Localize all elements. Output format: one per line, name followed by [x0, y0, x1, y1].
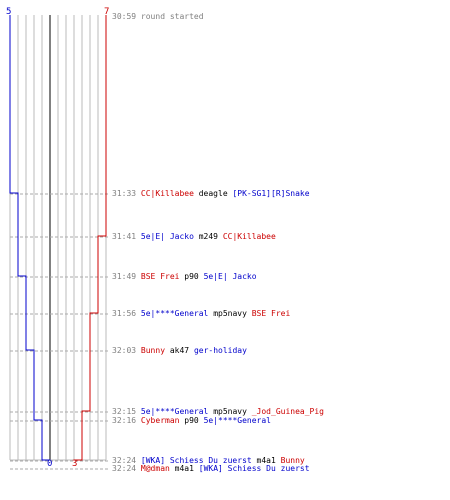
event-time: 32:16 [112, 416, 137, 425]
event-row: 32:24 M@dman m4a1 [WKA] Schiess Du zuers… [112, 464, 310, 474]
event-time: 32:15 [112, 407, 137, 416]
event-player: CC|Killabee [222, 232, 276, 241]
event-player: 5e|****General [203, 416, 271, 425]
event-weapon: m4a1 [174, 464, 194, 473]
blue-team-alive-line [9, 15, 50, 461]
event-time: 32:03 [112, 346, 137, 355]
blue-start-count: 5 [6, 7, 12, 17]
event-weapon: p90 [184, 416, 199, 425]
blue-end-count: 0 [47, 459, 53, 469]
event-weapon: ak47 [169, 346, 190, 355]
event-time: 32:24 [112, 456, 137, 465]
event-row: 32:15 5e|****General mp5navy _Jod_Guinea… [112, 407, 324, 417]
event-player: _Jod_Guinea_Pig [251, 407, 324, 416]
event-player: M@dman [140, 464, 170, 473]
event-weapon: mp5navy [213, 407, 247, 416]
red-end-count: 3 [72, 459, 78, 469]
event-player: Cyberman [140, 416, 180, 425]
event-player: 5e|E| Jacko [140, 232, 194, 241]
event-weapon: deagle [198, 189, 228, 198]
event-weapon: mp5navy [213, 309, 247, 318]
event-player: [WKA] Schiess Du zuerst [140, 456, 252, 465]
event-time: 32:24 [112, 464, 137, 473]
event-row: 30:59 round started [112, 12, 204, 22]
event-player: 5e|E| Jacko [203, 272, 257, 281]
event-row: 32:16 Cyberman p90 5e|****General [112, 416, 271, 426]
event-time: 31:33 [112, 189, 137, 198]
event-row: 31:33 CC|Killabee deagle [PK-SG1][R]Snak… [112, 189, 310, 199]
event-weapon: m249 [198, 232, 218, 241]
event-time: 31:49 [112, 272, 137, 281]
event-row: 31:49 BSE Frei p90 5e|E| Jacko [112, 272, 257, 282]
event-message: round started [140, 12, 204, 21]
event-player: 5e|****General [140, 407, 209, 416]
event-time: 31:56 [112, 309, 137, 318]
event-player: 5e|****General [140, 309, 209, 318]
event-row: 31:56 5e|****General mp5navy BSE Frei [112, 309, 290, 319]
event-guide-lines [10, 193, 108, 470]
event-row: 31:41 5e|E| Jacko m249 CC|Killabee [112, 232, 276, 242]
event-weapon: p90 [184, 272, 199, 281]
event-player: BSE Frei [251, 309, 291, 318]
event-time: 31:41 [112, 232, 137, 241]
event-player: Bunny [140, 346, 166, 355]
red-start-count: 7 [104, 7, 110, 17]
event-player: BSE Frei [140, 272, 180, 281]
event-time: 30:59 [112, 12, 137, 21]
event-weapon: m4a1 [256, 456, 276, 465]
event-player: [PK-SG1][R]Snake [232, 189, 310, 198]
event-player: Bunny [280, 456, 305, 465]
event-row: 32:03 Bunny ak47 ger-holiday [112, 346, 247, 356]
red-team-alive-line [74, 15, 107, 461]
event-player: ger-holiday [193, 346, 247, 355]
event-row: 32:24 [WKA] Schiess Du zuerst m4a1 Bunny [112, 456, 305, 466]
event-player: CC|Killabee [140, 189, 194, 198]
event-player: [WKA] Schiess Du zuerst [198, 464, 310, 473]
